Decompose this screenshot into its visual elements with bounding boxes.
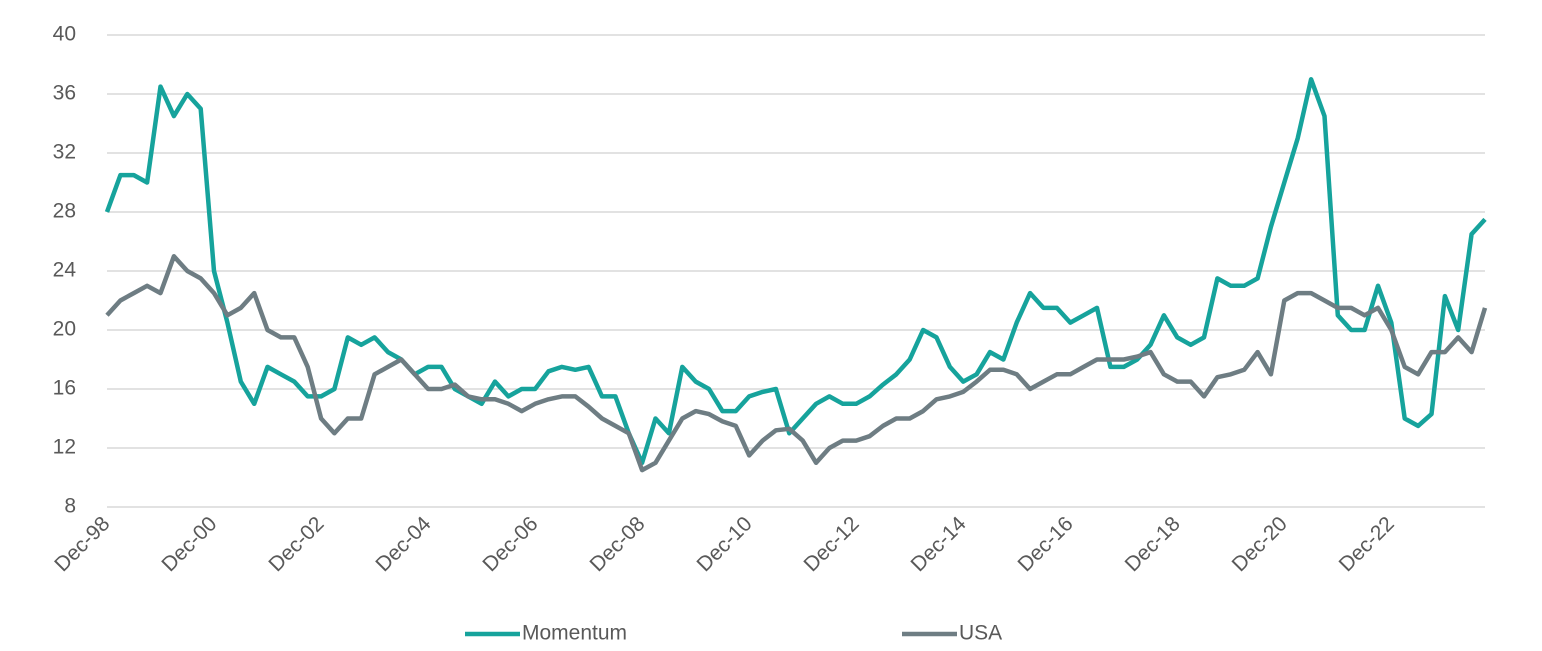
y-tick-label: 28 <box>53 200 76 223</box>
x-tick-label: Dec-98 <box>50 512 114 576</box>
x-tick-label: Dec-10 <box>692 512 756 576</box>
x-tick-label: Dec-18 <box>1121 512 1185 576</box>
x-tick-label: Dec-12 <box>800 512 864 576</box>
y-tick-label: 8 <box>64 495 76 518</box>
x-tick-label: Dec-08 <box>585 512 649 576</box>
legend-label: Momentum <box>522 622 627 645</box>
x-tick-label: Dec-16 <box>1014 512 1078 576</box>
y-tick-label: 20 <box>53 318 76 341</box>
x-tick-label: Dec-02 <box>264 512 328 576</box>
y-tick-label: 24 <box>53 259 77 282</box>
y-tick-label: 40 <box>53 23 76 46</box>
x-tick-label: Dec-04 <box>371 512 435 576</box>
x-tick-label: Dec-22 <box>1335 512 1399 576</box>
y-tick-label: 32 <box>53 141 76 164</box>
x-tick-label: Dec-14 <box>907 512 971 576</box>
y-tick-label: 12 <box>53 436 76 459</box>
legend-label: USA <box>959 622 1002 645</box>
y-tick-label: 16 <box>53 377 76 400</box>
series-line <box>105 254 1488 473</box>
x-tick-label: Dec-00 <box>157 512 221 576</box>
series-line <box>104 77 1487 466</box>
y-tick-label: 36 <box>53 82 76 105</box>
x-tick-label: Dec-20 <box>1228 512 1292 576</box>
x-tick-label: Dec-06 <box>478 512 542 576</box>
